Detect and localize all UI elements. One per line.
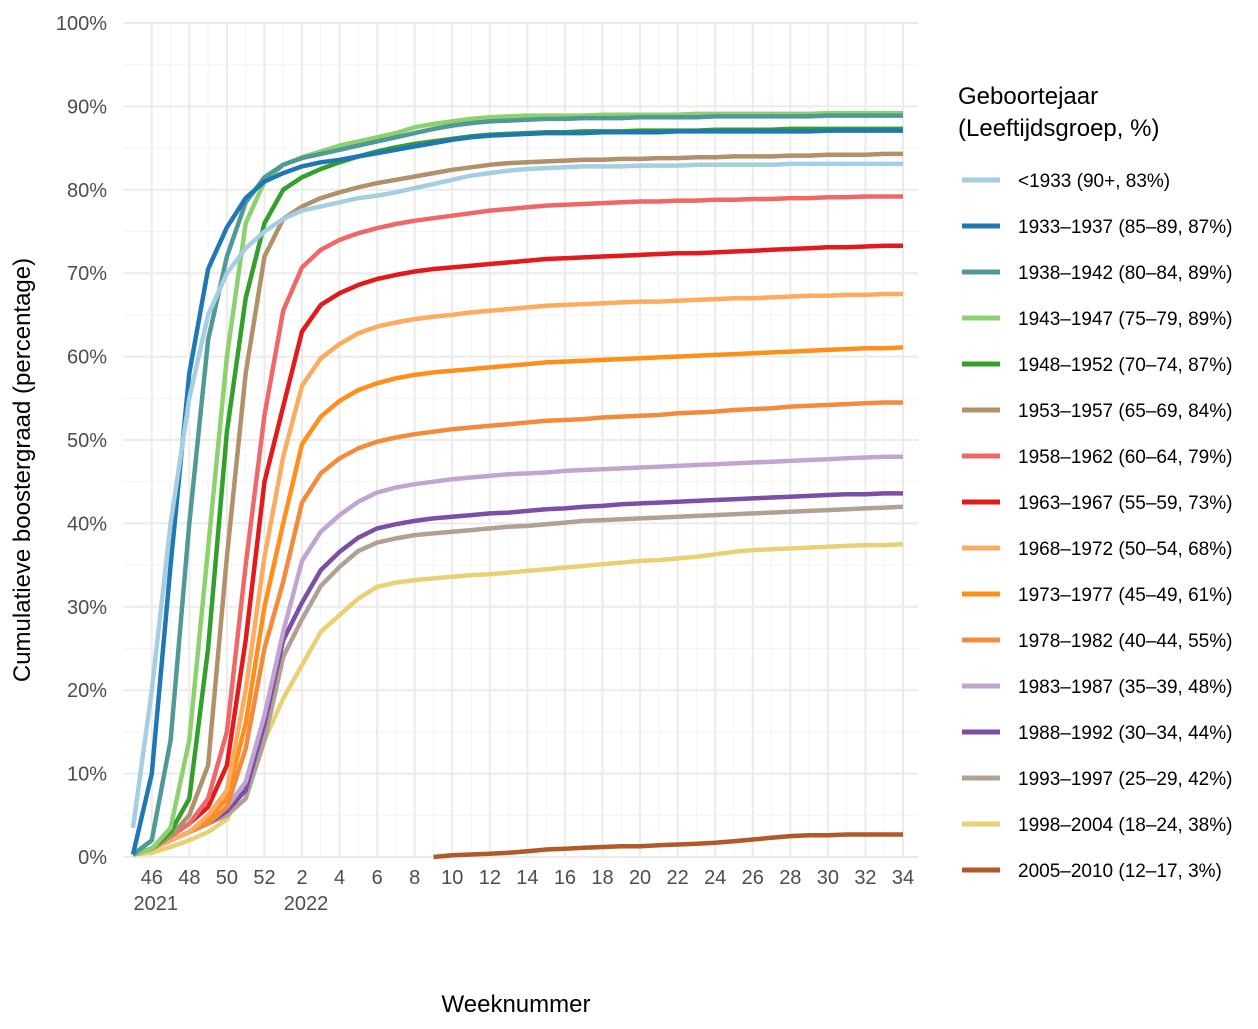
x-tick-label: 52: [253, 867, 275, 889]
y-tick-label: 50%: [67, 430, 107, 452]
y-axis-title: Cumulatieve boostergraad (percentage): [9, 258, 36, 682]
y-tick-label: 0%: [78, 847, 107, 869]
legend-title-line-2: (Leeftijdsgroep, %): [958, 115, 1159, 142]
x-tick-label: 48: [178, 867, 200, 889]
series-line: [132, 454, 903, 857]
x-tick-label: 18: [591, 867, 613, 889]
y-tick-label: 100%: [56, 13, 107, 35]
series-line: [130, 161, 903, 829]
legend-label: 1963–1967 (55–59, 73%): [1018, 493, 1232, 514]
x-tick-label: 28: [779, 867, 801, 889]
y-tick-label: 70%: [67, 263, 107, 285]
x-tick-label: 34: [892, 867, 914, 889]
legend-label: 1993–1997 (25–29, 42%): [1018, 769, 1232, 790]
x-tick-label: 14: [516, 867, 538, 889]
legend-label: 1938–1942 (80–84, 89%): [1018, 263, 1232, 284]
series-line: [132, 243, 903, 857]
x-tick-label: 24: [704, 867, 726, 889]
legend-label: 1988–1992 (30–34, 44%): [1018, 723, 1232, 744]
x-tick-label: 22: [667, 867, 689, 889]
y-tick-label: 40%: [67, 513, 107, 535]
y-tick-label: 10%: [67, 764, 107, 786]
legend-label: 2005–2010 (12–17, 3%): [1018, 861, 1222, 882]
x-tick-label: 4: [334, 867, 345, 889]
x-tick-label: 8: [409, 867, 420, 889]
y-tick-label: 90%: [67, 96, 107, 118]
series-line: [132, 491, 903, 857]
x-tick-year-label: 2021: [134, 893, 179, 915]
legend-label: 1998–2004 (18–24, 38%): [1018, 815, 1232, 836]
legend-title-line-1: Geboortejaar: [958, 83, 1098, 110]
y-tick-label: 20%: [67, 680, 107, 702]
series-line: [130, 128, 903, 856]
legend-label: 1933–1937 (85–89, 87%): [1018, 217, 1232, 238]
legend-label: 1953–1957 (65–69, 84%): [1018, 401, 1232, 422]
x-tick-label: 2: [296, 867, 307, 889]
x-tick-label: 30: [817, 867, 839, 889]
legend-label: 1978–1982 (40–44, 55%): [1018, 631, 1232, 652]
series-line: [132, 194, 903, 857]
x-tick-year-label: 2022: [284, 893, 329, 915]
x-tick-label: 12: [479, 867, 501, 889]
x-axis-title: Weeknummer: [442, 991, 591, 1018]
legend-label: 1968–1972 (50–54, 68%): [1018, 539, 1232, 560]
x-tick-label: 46: [141, 867, 163, 889]
series-line: [132, 291, 903, 857]
legend: Geboortejaar (Leeftijdsgroep, %) <1933 (…: [958, 83, 1232, 882]
series-lines: [130, 110, 904, 860]
legend-label: 1983–1987 (35–39, 48%): [1018, 677, 1232, 698]
x-tick-label: 16: [554, 867, 576, 889]
legend-label: 1958–1962 (60–64, 79%): [1018, 447, 1232, 468]
x-tick-label: 32: [854, 867, 876, 889]
x-tick-label: 20: [629, 867, 651, 889]
legend-label: 1973–1977 (45–49, 61%): [1018, 585, 1232, 606]
y-tick-label: 30%: [67, 597, 107, 619]
series-line: [132, 345, 904, 857]
series-line: [132, 151, 903, 857]
legend-label: <1933 (90+, 83%): [1018, 171, 1170, 192]
x-tick-label: 50: [216, 867, 238, 889]
series-line: [132, 504, 904, 857]
y-axis-tick-labels: 0% 10% 20% 30% 40% 50% 60% 70% 80% 90% 100%: [56, 13, 107, 869]
y-tick-label: 60%: [67, 347, 107, 369]
x-tick-label: 10: [441, 867, 463, 889]
legend-label: 1943–1947 (75–79, 89%): [1018, 309, 1232, 330]
series-line: [433, 832, 903, 860]
series-line: [132, 400, 903, 857]
x-tick-label: 26: [742, 867, 764, 889]
legend-label: 1948–1952 (70–74, 87%): [1018, 355, 1232, 376]
y-tick-label: 80%: [67, 180, 107, 202]
series-line: [132, 110, 903, 857]
x-tick-label: 6: [372, 867, 383, 889]
